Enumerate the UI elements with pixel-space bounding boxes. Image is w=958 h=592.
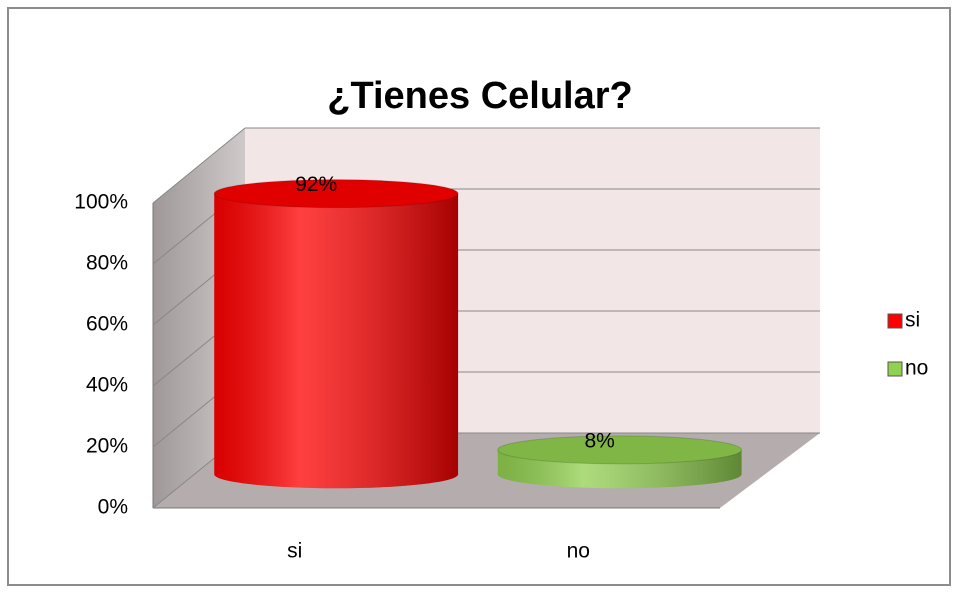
y-tick-label: 80%: [86, 252, 128, 275]
legend-label: no: [905, 357, 928, 380]
grid-line: [152, 127, 246, 204]
cylinder-top: [497, 435, 743, 465]
cylinder-shade: [214, 193, 459, 489]
cylinder-top-shade: [497, 435, 742, 464]
data-label: 8%: [584, 429, 614, 452]
y-tick-label: 100%: [74, 191, 128, 214]
x-tick-label: si: [287, 540, 302, 563]
y-tick-label: 20%: [86, 435, 128, 458]
data-label: 92%: [295, 173, 337, 196]
x-tick-label: no: [567, 540, 590, 563]
cylinder-top: [213, 179, 459, 209]
legend-label: si: [905, 309, 920, 332]
legend-swatch: [887, 313, 903, 329]
y-tick-label: 60%: [86, 313, 128, 336]
y-tick-label: 0%: [98, 496, 128, 519]
y-tick-label: 40%: [86, 374, 128, 397]
cylinder-top-shade: [214, 179, 459, 208]
legend-swatch: [887, 361, 903, 377]
chart-title: ¿Tienes Celular?: [327, 75, 633, 117]
